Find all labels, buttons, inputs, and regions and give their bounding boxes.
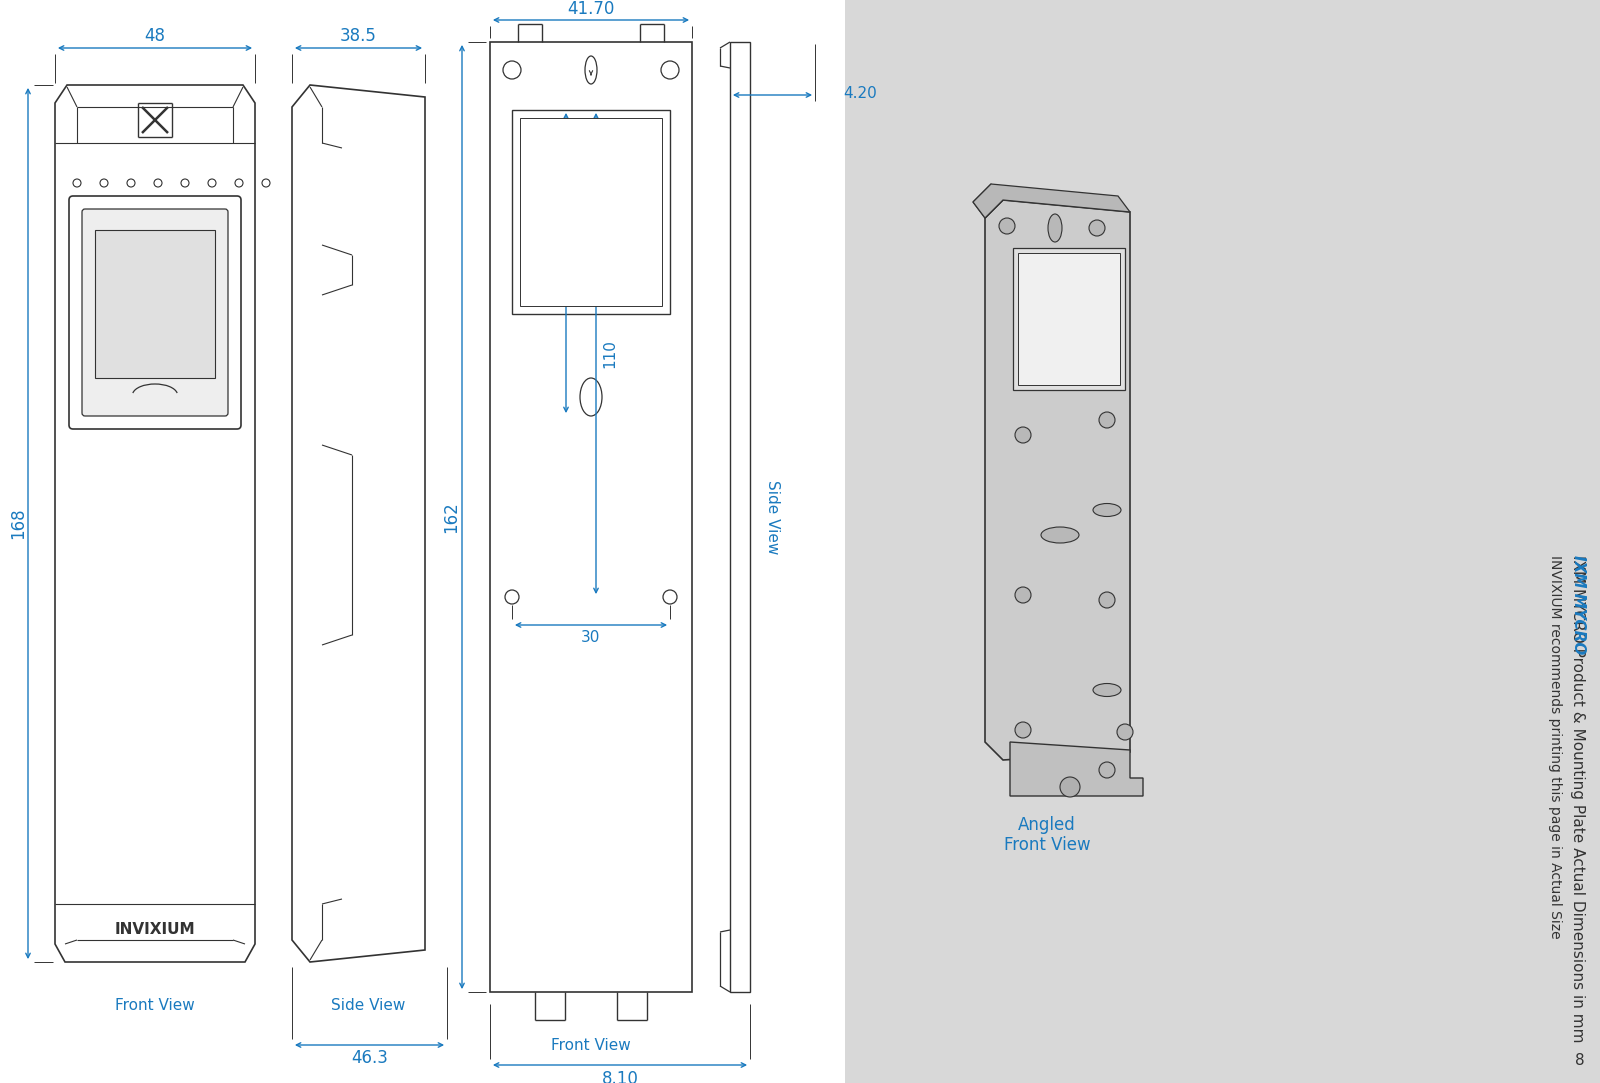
Text: 82.1: 82.1 — [544, 246, 560, 279]
Text: 48: 48 — [144, 27, 165, 45]
Text: 38.5: 38.5 — [341, 27, 378, 45]
Circle shape — [1059, 777, 1080, 797]
Polygon shape — [54, 84, 254, 962]
Text: 41.70: 41.70 — [568, 0, 614, 18]
Ellipse shape — [1048, 214, 1062, 242]
Text: IXM MYCRO Product & Mounting Plate Actual Dimensions in mm: IXM MYCRO Product & Mounting Plate Actua… — [1571, 554, 1586, 1043]
Text: Front View: Front View — [115, 997, 195, 1013]
Ellipse shape — [1093, 683, 1122, 696]
Circle shape — [1014, 427, 1030, 443]
Text: Side View: Side View — [331, 997, 406, 1013]
Circle shape — [1099, 592, 1115, 608]
Circle shape — [502, 61, 522, 79]
Circle shape — [1099, 762, 1115, 778]
Circle shape — [662, 590, 677, 604]
Circle shape — [661, 61, 678, 79]
Circle shape — [1014, 722, 1030, 738]
Circle shape — [126, 179, 134, 187]
Bar — [1018, 253, 1120, 384]
Bar — [490, 42, 691, 992]
Circle shape — [235, 179, 243, 187]
Text: IXM MYCRO: IXM MYCRO — [1571, 554, 1586, 654]
FancyBboxPatch shape — [69, 196, 242, 429]
Ellipse shape — [1042, 527, 1078, 543]
Text: 8.10: 8.10 — [602, 1070, 638, 1083]
Bar — [520, 118, 662, 306]
Polygon shape — [973, 184, 1130, 218]
Circle shape — [262, 179, 270, 187]
Circle shape — [74, 179, 82, 187]
Circle shape — [181, 179, 189, 187]
Bar — [512, 110, 670, 314]
Bar — [1013, 248, 1125, 390]
Ellipse shape — [1093, 504, 1122, 517]
Ellipse shape — [579, 378, 602, 416]
Circle shape — [154, 179, 162, 187]
Polygon shape — [1010, 742, 1142, 796]
Circle shape — [1014, 587, 1030, 603]
Bar — [845, 0, 1600, 1083]
Circle shape — [1090, 220, 1106, 236]
Circle shape — [99, 179, 109, 187]
Circle shape — [1117, 725, 1133, 740]
Text: 168: 168 — [10, 508, 27, 539]
Polygon shape — [973, 184, 1003, 218]
Text: 162: 162 — [442, 501, 461, 533]
Circle shape — [506, 590, 518, 604]
Ellipse shape — [586, 56, 597, 84]
Bar — [94, 230, 214, 378]
FancyBboxPatch shape — [82, 209, 229, 416]
Polygon shape — [291, 84, 426, 962]
Polygon shape — [986, 200, 1130, 760]
Text: 46.3: 46.3 — [350, 1049, 387, 1067]
Text: Side View: Side View — [765, 480, 779, 554]
Circle shape — [998, 218, 1014, 234]
Bar — [730, 42, 750, 992]
Text: 8: 8 — [1576, 1053, 1586, 1068]
Text: 4.20: 4.20 — [843, 86, 877, 101]
Text: INVIXIUM: INVIXIUM — [115, 923, 195, 938]
Circle shape — [1099, 412, 1115, 428]
Text: INVIXIUM recommends printing this page in Actual Size: INVIXIUM recommends printing this page i… — [1549, 554, 1562, 939]
Text: Angled
Front View: Angled Front View — [1003, 815, 1090, 854]
Text: 30: 30 — [581, 630, 600, 645]
Circle shape — [208, 179, 216, 187]
Text: 110: 110 — [603, 339, 618, 368]
Text: Front View: Front View — [550, 1038, 630, 1053]
